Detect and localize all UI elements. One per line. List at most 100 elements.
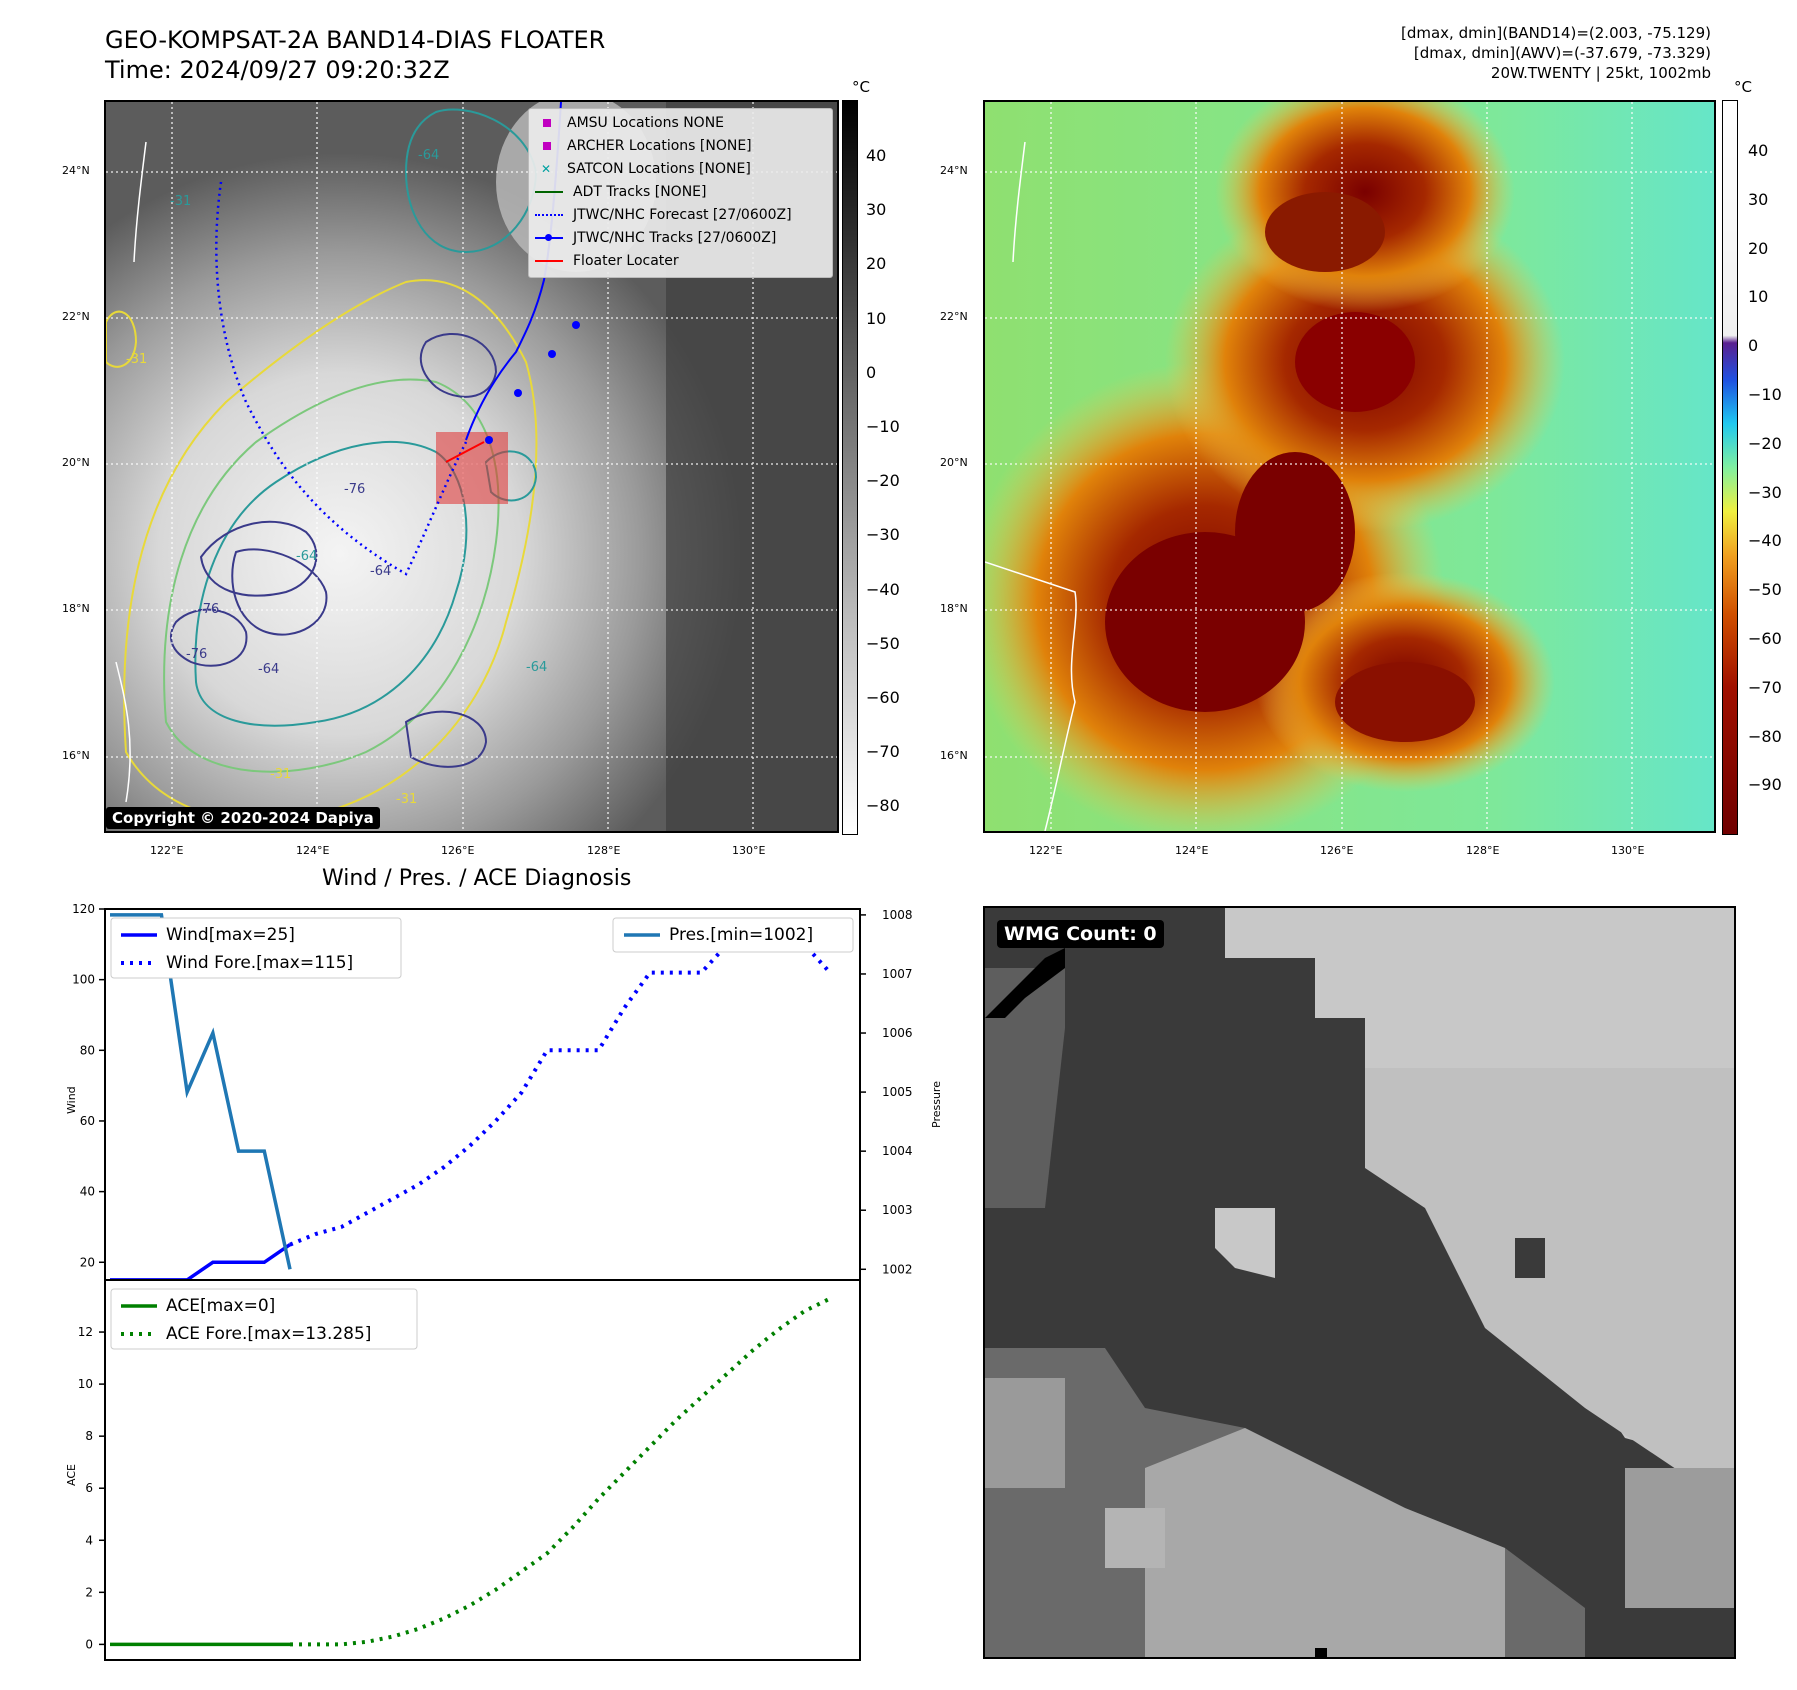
y-tick-label: 120 <box>72 902 95 916</box>
contour-label: -64 <box>370 564 392 579</box>
lon-label: 122°E <box>150 844 184 857</box>
awv-colorbar <box>1722 100 1738 835</box>
contour-label: -31 <box>396 792 418 807</box>
lon-label: 126°E <box>1320 844 1354 857</box>
series-line-1 <box>289 924 832 1247</box>
legend-label: ACE[max=0] <box>166 1296 275 1316</box>
top-left-title-line1: GEO-KOMPSAT-2A BAND14-DIAS FLOATER <box>105 26 606 54</box>
top-left-title-line2: Time: 2024/09/27 09:20:32Z <box>105 56 450 84</box>
lon-label: 130°E <box>1611 844 1645 857</box>
copyright-badge: Copyright © 2020-2024 Dapiya <box>106 807 380 829</box>
contour-label: -76 <box>198 602 220 617</box>
y-tick-label: 10 <box>78 1377 93 1391</box>
colorbar-tick-label: 30 <box>1748 189 1769 209</box>
colorbar-tick-label: −80 <box>1748 726 1782 746</box>
legend-label: Wind[max=25] <box>166 925 295 945</box>
colorbar-tick-label: 30 <box>866 200 887 220</box>
colorbar-tick-label: −60 <box>866 688 900 707</box>
colorbar-tick-label: −40 <box>1748 531 1782 551</box>
legend-box <box>110 1288 418 1350</box>
lat-label: 20°N <box>940 456 968 469</box>
contour-label: -31 <box>126 352 148 367</box>
colorbar-tick-label: −90 <box>1748 775 1782 795</box>
contour-label: -31 <box>270 767 292 782</box>
legend-item-amsu: AMSU Locations NONE <box>543 115 724 131</box>
y2-tick-label: 1003 <box>882 1203 913 1217</box>
lat-label: 16°N <box>940 749 968 762</box>
wmg-panel: WMG Count: 0 <box>983 906 1736 1659</box>
colorbar-tick-label: −70 <box>1748 677 1782 697</box>
y2-axis-label: Pressure <box>930 1081 943 1128</box>
lat-label: 20°N <box>62 456 90 469</box>
y-tick-label: 4 <box>85 1533 93 1547</box>
colorbar-tick-label: 20 <box>1748 238 1769 258</box>
colorbar-tick-label: −70 <box>866 742 900 762</box>
colorbar-tick-label: 40 <box>1748 141 1769 160</box>
y2-tick-label: 1004 <box>882 1144 913 1158</box>
colorbar-unit: °C <box>1734 78 1752 96</box>
legend-box <box>110 917 402 979</box>
colorbar-tick-label: 10 <box>1748 287 1769 307</box>
colorbar-tick-label: 0 <box>866 362 877 382</box>
y-tick-label: 6 <box>85 1481 93 1495</box>
y-tick-label: 2 <box>85 1585 93 1599</box>
diagnosis-title: Wind / Pres. / ACE Diagnosis <box>322 866 632 891</box>
line-marker-icon <box>535 260 563 262</box>
y-axis-label: Wind <box>65 1086 78 1114</box>
colorbar-tick-label: −30 <box>1748 482 1782 502</box>
colorbar-tick-label: −20 <box>1748 433 1782 453</box>
y2-tick-label: 1008 <box>882 908 913 922</box>
contour-label: -64 <box>296 549 318 564</box>
colorbar-tick-label: −40 <box>866 579 900 599</box>
lat-label: 16°N <box>62 749 90 762</box>
map-legend: AMSU Locations NONE ARCHER Locations [NO… <box>528 108 833 278</box>
lat-label: 24°N <box>62 164 90 177</box>
legend-item-forecast: JTWC/NHC Forecast [27/0600Z] <box>535 207 792 223</box>
lon-label: 128°E <box>1466 844 1500 857</box>
dmax-band14-header: [dmax, dmin](BAND14)=(2.003, -75.129) <box>1400 24 1711 42</box>
y-tick-label: 0 <box>85 1637 93 1651</box>
y-tick-label: 80 <box>80 1043 95 1057</box>
colorbar-tick-label: 0 <box>1748 336 1759 356</box>
colorbar-tick-label: −20 <box>866 471 900 491</box>
lat-label: 24°N <box>940 164 968 177</box>
y2-tick-label: 1002 <box>882 1262 913 1276</box>
lon-label: 124°E <box>1175 844 1209 857</box>
ace-series-line-1 <box>290 1296 831 1647</box>
colorbar-tick-label: −80 <box>866 796 900 816</box>
y-tick-label: 8 <box>85 1429 93 1443</box>
colorbar-tick-label: −30 <box>866 525 900 545</box>
wind-pressure-chart: 20 40 60 80 100 120 1002 1003 1004 1005 1006 1007 10… <box>65 902 943 1288</box>
colorbar-tick-label: −10 <box>866 417 900 436</box>
legend-box <box>612 917 854 953</box>
legend-item-tracks: JTWC/NHC Tracks [27/0600Z] <box>535 230 776 246</box>
ace-legend: ACE[max=0] ACE Fore.[max=13.285] <box>110 1288 418 1350</box>
contour-label: -31 <box>170 194 192 209</box>
y-tick-label: 60 <box>80 1114 95 1128</box>
colorbar-tick-label: 40 <box>866 146 887 165</box>
series-line-2 <box>110 913 292 1270</box>
y-axis-label: ACE <box>65 1464 78 1486</box>
legend-label: Wind Fore.[max=115] <box>166 953 353 973</box>
lon-label: 130°E <box>732 844 766 857</box>
legend-item-satcon: ✕ SATCON Locations [NONE] <box>541 161 751 177</box>
lat-label: 18°N <box>62 602 90 615</box>
band14-colorbar <box>842 100 858 835</box>
square-marker-icon <box>543 119 551 127</box>
wind-legend: Wind[max=25] Wind Fore.[max=115] <box>110 917 402 979</box>
legend-item-floater: Floater Locater <box>535 253 679 269</box>
dmax-awv-header: [dmax, dmin](AWV)=(-37.679, -73.329) <box>1413 44 1711 62</box>
colorbar-tick-label: −50 <box>866 633 900 653</box>
contour-label: -76 <box>344 482 366 497</box>
colorbar-tick-label: 20 <box>866 254 887 274</box>
legend-label: Pres.[min=1002] <box>669 925 813 945</box>
contour-label: -76 <box>186 647 208 662</box>
square-marker-icon <box>543 142 551 150</box>
contour-label: -64 <box>526 660 548 675</box>
dotted-line-icon <box>535 214 563 216</box>
y2-tick-label: 1007 <box>882 967 913 981</box>
y2-tick-label: 1005 <box>882 1085 913 1099</box>
colorbar-tick-label: 10 <box>866 308 887 328</box>
lon-label: 122°E <box>1029 844 1063 857</box>
lat-label: 22°N <box>62 310 90 323</box>
